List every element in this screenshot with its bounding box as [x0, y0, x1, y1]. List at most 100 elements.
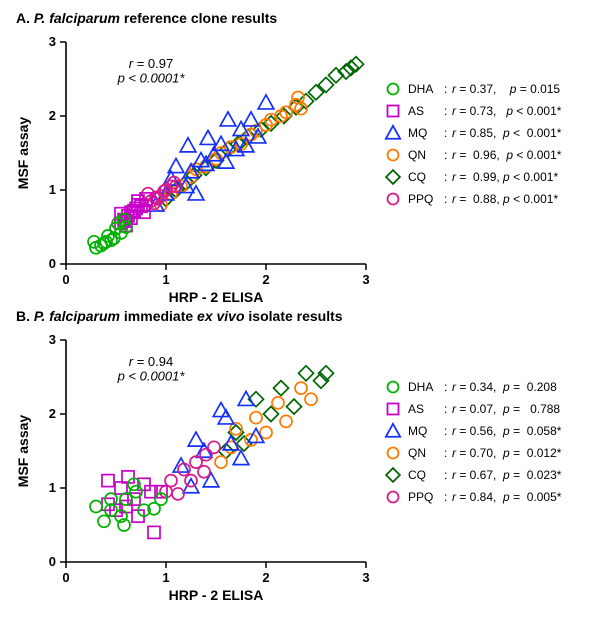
point-CQ	[274, 381, 289, 396]
point-QN	[295, 382, 307, 394]
point-PPQ	[198, 466, 210, 478]
x-axis-label: HRP - 2 ELISA	[169, 587, 264, 603]
point-AS	[102, 475, 114, 487]
legend-stats: r = 0.56, p = 0.058*	[452, 424, 590, 438]
panel-title-post: isolate results	[245, 308, 343, 324]
legend-colon: :	[444, 402, 452, 416]
legend-colon: :	[444, 380, 452, 394]
legend: DHA:r = 0.34, p = 0.208AS:r = 0.07, p = …	[380, 326, 590, 508]
point-MQ	[243, 112, 259, 126]
svg-text:3: 3	[362, 570, 369, 585]
panel-A: A. P. falciparum reference clone results…	[10, 10, 590, 308]
svg-text:1: 1	[162, 272, 169, 287]
point-MQ	[200, 130, 216, 144]
svg-text:3: 3	[49, 34, 56, 49]
point-QN	[280, 415, 292, 427]
legend-label: PPQ	[408, 192, 444, 206]
legend-colon: :	[444, 468, 452, 482]
svg-text:2: 2	[262, 272, 269, 287]
legend-row-QN: QN:r = 0.96, p < 0.001*	[384, 144, 590, 166]
legend-colon: :	[444, 82, 452, 96]
point-CQ	[287, 399, 302, 414]
point-QN	[250, 412, 262, 424]
point-QN	[260, 427, 272, 439]
legend: DHA:r = 0.37, p = 0.015AS:r = 0.73, p < …	[380, 28, 590, 210]
legend-marker-icon	[384, 80, 402, 98]
point-PPQ	[208, 441, 220, 453]
legend-marker-icon	[384, 422, 402, 440]
legend-stats: r = 0.67, p = 0.023*	[452, 468, 590, 482]
svg-text:p < 0.0001*: p < 0.0001*	[117, 71, 186, 86]
svg-text:0: 0	[62, 272, 69, 287]
legend-label: AS	[408, 402, 444, 416]
point-MQ	[180, 138, 196, 152]
panel-title: A. P. falciparum reference clone results	[16, 10, 590, 26]
legend-label: CQ	[408, 170, 444, 184]
point-DHA	[90, 501, 102, 513]
plot-area: 01230123MSF assayHRP - 2 ELISAr = 0.97p …	[10, 28, 380, 308]
legend-marker-icon	[384, 146, 402, 164]
legend-row-DHA: DHA:r = 0.34, p = 0.208	[384, 376, 590, 398]
legend-stats: r = 0.88, p < 0.001*	[452, 192, 590, 206]
panel-title: B. P. falciparum immediate ex vivo isola…	[16, 308, 590, 324]
legend-colon: :	[444, 446, 452, 460]
legend-row-QN: QN:r = 0.70, p = 0.012*	[384, 442, 590, 464]
legend-row-MQ: MQ:r = 0.85, p < 0.001*	[384, 122, 590, 144]
point-QN	[305, 393, 317, 405]
panel-row: 01230123MSF assayHRP - 2 ELISAr = 0.94p …	[10, 326, 590, 606]
legend-stats: r = 0.96, p < 0.001*	[452, 148, 590, 162]
point-AS	[115, 482, 127, 494]
legend-stats: r = 0.34, p = 0.208	[452, 380, 590, 394]
panel-title-species: P. falciparum	[34, 308, 120, 324]
legend-stats: r = 0.70, p = 0.012*	[452, 446, 590, 460]
point-DHA	[130, 486, 142, 498]
legend-stats: r = 0.73, p < 0.001*	[452, 104, 590, 118]
legend-colon: :	[444, 170, 452, 184]
svg-text:0: 0	[62, 570, 69, 585]
svg-text:3: 3	[49, 332, 56, 347]
panel-title-pre: immediate	[120, 308, 197, 324]
legend-stats: r = 0.85, p < 0.001*	[452, 126, 590, 140]
legend-row-AS: AS:r = 0.07, p = 0.788	[384, 398, 590, 420]
y-axis-label: MSF assay	[15, 117, 31, 190]
legend-colon: :	[444, 424, 452, 438]
legend-label: DHA	[408, 82, 444, 96]
svg-text:2: 2	[49, 406, 56, 421]
svg-text:2: 2	[49, 108, 56, 123]
legend-marker-icon	[384, 378, 402, 396]
legend-marker-icon	[384, 190, 402, 208]
legend-colon: :	[444, 192, 452, 206]
svg-text:0: 0	[49, 256, 56, 271]
legend-stats: r = 0.37, p = 0.015	[452, 82, 590, 96]
svg-text:1: 1	[49, 182, 56, 197]
legend-marker-icon	[384, 124, 402, 142]
legend-label: MQ	[408, 126, 444, 140]
scatter-plot: 01230123MSF assayHRP - 2 ELISAr = 0.94p …	[10, 326, 380, 606]
legend-colon: :	[444, 148, 452, 162]
y-axis-label: MSF assay	[15, 415, 31, 488]
point-CQ	[299, 366, 314, 381]
legend-marker-icon	[384, 168, 402, 186]
legend-row-DHA: DHA:r = 0.37, p = 0.015	[384, 78, 590, 100]
point-PPQ	[172, 488, 184, 500]
svg-text:0: 0	[49, 554, 56, 569]
svg-text:1: 1	[162, 570, 169, 585]
point-MQ	[220, 112, 236, 126]
legend-colon: :	[444, 490, 452, 504]
legend-marker-icon	[384, 400, 402, 418]
svg-text:3: 3	[362, 272, 369, 287]
svg-text:1: 1	[49, 480, 56, 495]
legend-label: DHA	[408, 380, 444, 394]
legend-stats: r = 0.07, p = 0.788	[452, 402, 590, 416]
panel-title-species: P. falciparum	[34, 10, 120, 26]
point-MQ	[233, 451, 249, 465]
legend-label: MQ	[408, 424, 444, 438]
legend-colon: :	[444, 126, 452, 140]
panel-row: 01230123MSF assayHRP - 2 ELISAr = 0.97p …	[10, 28, 590, 308]
svg-text:2: 2	[262, 570, 269, 585]
plot-area: 01230123MSF assayHRP - 2 ELISAr = 0.94p …	[10, 326, 380, 606]
point-MQ	[258, 95, 274, 109]
legend-row-CQ: CQ:r = 0.99, p < 0.001*	[384, 166, 590, 188]
scatter-plot: 01230123MSF assayHRP - 2 ELISAr = 0.97p …	[10, 28, 380, 308]
x-axis-label: HRP - 2 ELISA	[169, 289, 264, 305]
